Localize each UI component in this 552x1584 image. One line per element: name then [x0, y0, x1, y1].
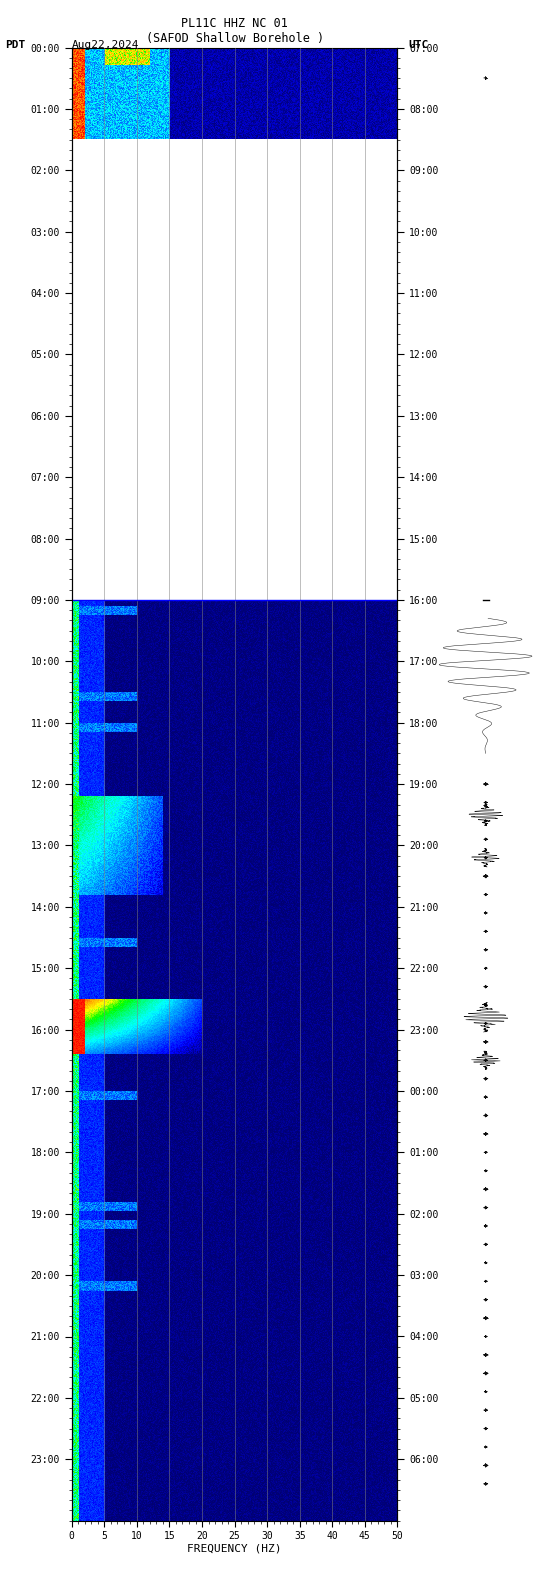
Text: UTC: UTC [408, 40, 429, 49]
Text: Aug22,2024: Aug22,2024 [72, 40, 139, 49]
Text: PDT: PDT [6, 40, 26, 49]
X-axis label: FREQUENCY (HZ): FREQUENCY (HZ) [187, 1544, 282, 1554]
Title: PL11C HHZ NC 01
(SAFOD Shallow Borehole ): PL11C HHZ NC 01 (SAFOD Shallow Borehole … [146, 17, 323, 44]
